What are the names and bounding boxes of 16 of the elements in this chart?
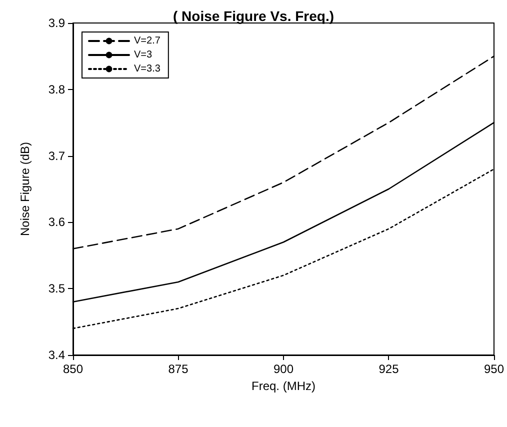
x-tick-label: 850 bbox=[62, 362, 84, 376]
legend-label: V=3 bbox=[134, 50, 153, 60]
y-tick-label: 3.9 bbox=[48, 16, 66, 30]
y-axis-title: Noise Figure (dB) bbox=[18, 142, 32, 236]
x-tick-label: 900 bbox=[273, 362, 294, 376]
legend-label: V=3.3 bbox=[134, 64, 161, 74]
y-tick-label: 3.4 bbox=[48, 348, 66, 362]
x-tick-label: 950 bbox=[484, 362, 504, 376]
y-tick-label: 3.6 bbox=[48, 215, 66, 230]
x-tick-label: 925 bbox=[378, 362, 400, 376]
x-axis-title: Freq. (MHz) bbox=[251, 378, 316, 393]
y-tick-label: 3.5 bbox=[48, 282, 66, 296]
y-tick-label: 3.8 bbox=[48, 82, 66, 96]
y-tick-label: 3.7 bbox=[48, 148, 66, 163]
x-tick-label: 875 bbox=[168, 362, 189, 376]
legend-label: V=2.7 bbox=[134, 36, 161, 46]
